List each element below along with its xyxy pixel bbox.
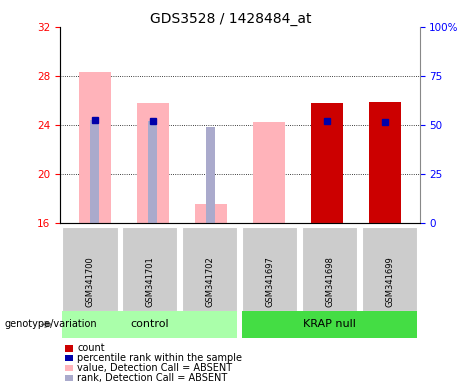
Text: GDS3528 / 1428484_at: GDS3528 / 1428484_at [150,12,311,25]
Text: GSM341699: GSM341699 [385,257,394,307]
Text: control: control [130,319,169,329]
Bar [90,120,99,223]
Bar [195,204,227,223]
Bar [311,103,343,223]
Text: value, Detection Call = ABSENT: value, Detection Call = ABSENT [77,363,232,373]
Bar [207,127,215,223]
Text: genotype/variation: genotype/variation [5,319,97,329]
Text: percentile rank within the sample: percentile rank within the sample [77,353,242,363]
Bar [148,121,157,223]
Text: GSM341702: GSM341702 [205,257,214,307]
Bar [369,101,401,223]
Text: KRAP null: KRAP null [303,319,356,329]
Text: GSM341698: GSM341698 [325,257,334,307]
Bar [253,122,284,223]
Bar [137,103,169,223]
Text: GSM341700: GSM341700 [85,257,95,307]
Text: GSM341701: GSM341701 [145,257,154,307]
Text: rank, Detection Call = ABSENT: rank, Detection Call = ABSENT [77,373,228,383]
Text: count: count [77,343,105,353]
Bar [79,72,111,223]
Text: GSM341697: GSM341697 [265,257,274,307]
